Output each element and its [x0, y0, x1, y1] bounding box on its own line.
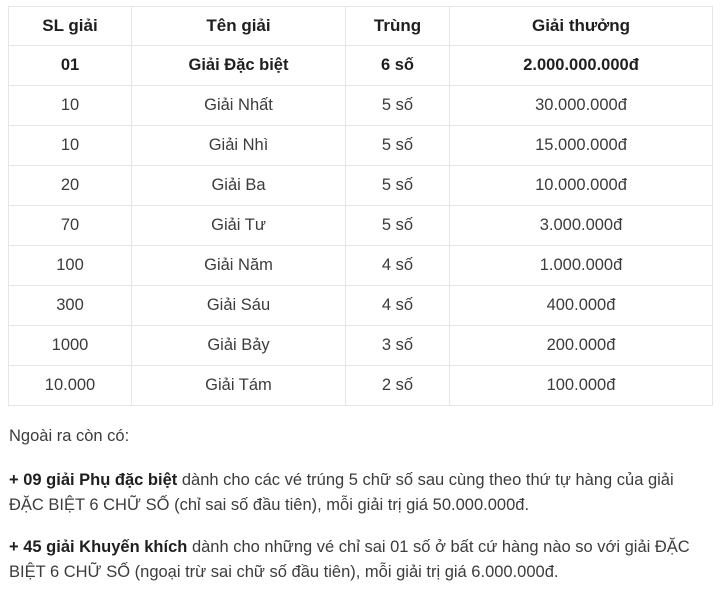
cell-name: Giải Nhất: [131, 85, 346, 126]
cell-amount: 3.000.000đ: [449, 205, 713, 246]
table-header-row: SL giải Tên giải Trùng Giải thưởng: [8, 6, 713, 46]
table-row: 10 Giải Nhì 5 số 15.000.000đ: [8, 125, 713, 166]
cell-count: 10: [8, 85, 132, 126]
cell-match: 2 số: [345, 365, 450, 406]
cell-amount: 200.000đ: [449, 325, 713, 366]
table-row: 1000 Giải Bảy 3 số 200.000đ: [8, 325, 713, 366]
cell-count: 70: [8, 205, 132, 246]
note-bold-label: + 45 giải Khuyến khích: [9, 538, 188, 557]
table-body: 01 Giải Đặc biệt 6 số 2.000.000.000đ 10 …: [8, 45, 713, 406]
table-header: SL giải Tên giải Trùng Giải thưởng: [8, 6, 713, 46]
cell-name: Giải Nhì: [131, 125, 346, 166]
cell-amount: 1.000.000đ: [449, 245, 713, 286]
cell-match: 5 số: [345, 125, 450, 166]
cell-amount: 400.000đ: [449, 285, 713, 326]
cell-match: 5 số: [345, 205, 450, 246]
cell-name: Giải Sáu: [131, 285, 346, 326]
cell-match: 4 số: [345, 285, 450, 326]
cell-amount: 2.000.000.000đ: [449, 45, 713, 86]
column-header-count: SL giải: [8, 6, 132, 46]
table-row: 100 Giải Năm 4 số 1.000.000đ: [8, 245, 713, 286]
table-row: 300 Giải Sáu 4 số 400.000đ: [8, 285, 713, 326]
cell-count: 100: [8, 245, 132, 286]
notes-intro: Ngoài ra còn có:: [9, 427, 130, 445]
table-row: 10 Giải Nhất 5 số 30.000.000đ: [8, 85, 713, 126]
cell-name: Giải Đặc biệt: [131, 45, 346, 86]
column-header-match: Trùng: [345, 6, 450, 46]
cell-amount: 30.000.000đ: [449, 85, 713, 126]
cell-name: Giải Tám: [131, 365, 346, 406]
note-paragraph-special-sub-prize: + 09 giải Phụ đặc biệt dành cho các vé t…: [9, 468, 709, 518]
cell-match: 3 số: [345, 325, 450, 366]
note-paragraph-consolation-prize: + 45 giải Khuyến khích dành cho những vé…: [9, 535, 709, 585]
table-row: 20 Giải Ba 5 số 10.000.000đ: [8, 165, 713, 206]
cell-amount: 15.000.000đ: [449, 125, 713, 166]
cell-count: 01: [8, 45, 132, 86]
note-body-text: dành cho các vé trúng 5 chữ số sau cùng …: [9, 471, 674, 515]
prize-table-container: SL giải Tên giải Trùng Giải thưởng 01 Gi…: [8, 6, 713, 406]
cell-count: 10.000: [8, 365, 132, 406]
cell-count: 1000: [8, 325, 132, 366]
prize-table: SL giải Tên giải Trùng Giải thưởng 01 Gi…: [8, 6, 713, 406]
cell-match: 4 số: [345, 245, 450, 286]
additional-prizes-notes: Ngoài ra còn có: + 09 giải Phụ đặc biệt …: [9, 424, 709, 585]
cell-count: 300: [8, 285, 132, 326]
table-row: 01 Giải Đặc biệt 6 số 2.000.000.000đ: [8, 45, 713, 86]
cell-name: Giải Tư: [131, 205, 346, 246]
cell-name: Giải Ba: [131, 165, 346, 206]
column-header-amount: Giải thưởng: [449, 6, 713, 46]
table-row: 10.000 Giải Tám 2 số 100.000đ: [8, 365, 713, 406]
table-row: 70 Giải Tư 5 số 3.000.000đ: [8, 205, 713, 246]
cell-count: 10: [8, 125, 132, 166]
cell-match: 5 số: [345, 85, 450, 126]
note-body-text: dành cho những vé chỉ sai 01 số ở bất cứ…: [9, 538, 690, 582]
note-bold-label: + 09 giải Phụ đặc biệt: [9, 471, 178, 490]
cell-amount: 100.000đ: [449, 365, 713, 406]
column-header-name: Tên giải: [131, 6, 346, 46]
cell-name: Giải Năm: [131, 245, 346, 286]
cell-name: Giải Bảy: [131, 325, 346, 366]
cell-amount: 10.000.000đ: [449, 165, 713, 206]
cell-match: 5 số: [345, 165, 450, 206]
cell-match: 6 số: [345, 45, 450, 86]
cell-count: 20: [8, 165, 132, 206]
